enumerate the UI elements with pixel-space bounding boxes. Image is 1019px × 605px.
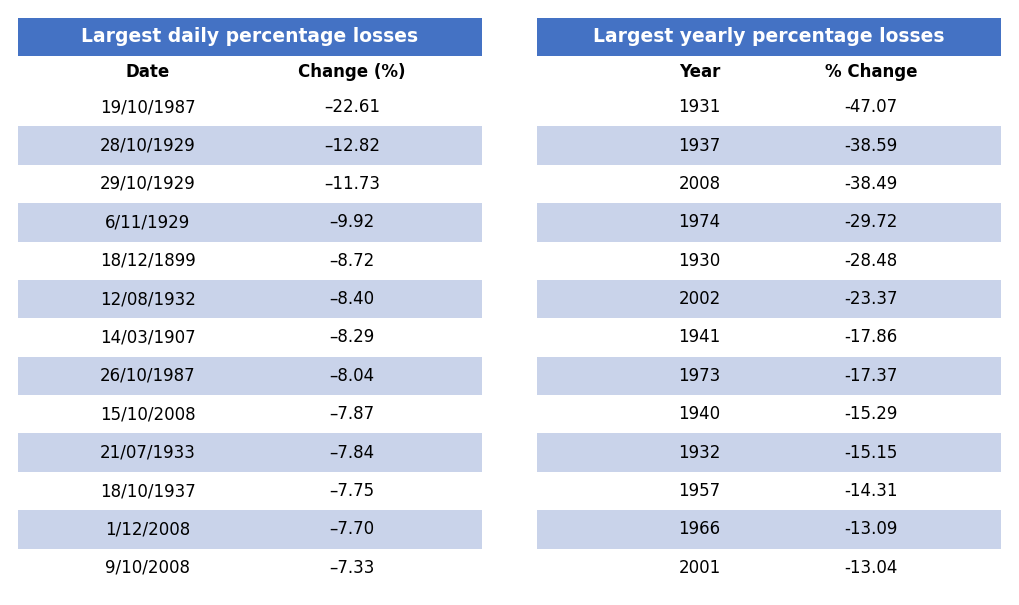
Text: –7.87: –7.87 — [329, 405, 375, 424]
Bar — [18, 280, 482, 318]
Text: 2008: 2008 — [679, 175, 720, 193]
Text: -23.37: -23.37 — [845, 290, 898, 308]
Text: 28/10/1929: 28/10/1929 — [100, 137, 196, 154]
Bar — [18, 88, 482, 126]
Text: Year: Year — [679, 63, 720, 81]
Text: 1974: 1974 — [679, 214, 720, 231]
Text: 18/12/1899: 18/12/1899 — [100, 252, 196, 270]
Text: -17.37: -17.37 — [845, 367, 898, 385]
Text: -14.31: -14.31 — [845, 482, 898, 500]
Bar — [18, 549, 482, 587]
Text: 2001: 2001 — [679, 559, 720, 577]
Bar — [18, 472, 482, 510]
Text: –11.73: –11.73 — [324, 175, 380, 193]
Bar — [537, 280, 1001, 318]
Bar — [18, 165, 482, 203]
Bar — [537, 18, 1001, 56]
Bar — [537, 203, 1001, 241]
Text: –7.33: –7.33 — [329, 559, 375, 577]
Text: –7.70: –7.70 — [329, 520, 375, 538]
Text: 1/12/2008: 1/12/2008 — [105, 520, 191, 538]
Text: 1940: 1940 — [679, 405, 720, 424]
Text: –8.72: –8.72 — [329, 252, 375, 270]
Text: -38.59: -38.59 — [845, 137, 898, 154]
Text: 1937: 1937 — [679, 137, 720, 154]
Bar — [18, 357, 482, 395]
Text: 26/10/1987: 26/10/1987 — [100, 367, 196, 385]
Text: -13.04: -13.04 — [845, 559, 898, 577]
Bar — [537, 241, 1001, 280]
Text: 1931: 1931 — [679, 98, 720, 116]
Bar — [18, 318, 482, 357]
Text: -15.29: -15.29 — [845, 405, 898, 424]
Bar — [18, 56, 482, 88]
Text: 9/10/2008: 9/10/2008 — [105, 559, 191, 577]
Text: 1930: 1930 — [679, 252, 720, 270]
Text: –8.04: –8.04 — [329, 367, 375, 385]
Bar — [18, 241, 482, 280]
Text: Largest daily percentage losses: Largest daily percentage losses — [82, 27, 419, 47]
Text: -28.48: -28.48 — [845, 252, 898, 270]
Bar — [18, 126, 482, 165]
Text: 1957: 1957 — [679, 482, 720, 500]
Text: -38.49: -38.49 — [845, 175, 898, 193]
Text: % Change: % Change — [824, 63, 917, 81]
Text: Change (%): Change (%) — [299, 63, 406, 81]
Text: 18/10/1937: 18/10/1937 — [100, 482, 196, 500]
Bar — [18, 18, 482, 56]
Bar — [18, 203, 482, 241]
Text: 15/10/2008: 15/10/2008 — [100, 405, 196, 424]
Text: 12/08/1932: 12/08/1932 — [100, 290, 196, 308]
Text: 1941: 1941 — [679, 329, 720, 347]
Text: 19/10/1987: 19/10/1987 — [100, 98, 196, 116]
Text: 1973: 1973 — [679, 367, 720, 385]
Text: –12.82: –12.82 — [324, 137, 380, 154]
Bar — [537, 433, 1001, 472]
Text: 2002: 2002 — [679, 290, 720, 308]
Text: -47.07: -47.07 — [845, 98, 898, 116]
Text: 1966: 1966 — [679, 520, 720, 538]
Bar — [537, 318, 1001, 357]
Text: 6/11/1929: 6/11/1929 — [105, 214, 191, 231]
Bar — [18, 395, 482, 433]
Text: -29.72: -29.72 — [845, 214, 898, 231]
Text: 29/10/1929: 29/10/1929 — [100, 175, 196, 193]
Bar — [537, 549, 1001, 587]
Text: 21/07/1933: 21/07/1933 — [100, 443, 196, 462]
Text: –7.75: –7.75 — [329, 482, 375, 500]
Text: 14/03/1907: 14/03/1907 — [100, 329, 196, 347]
Text: -13.09: -13.09 — [845, 520, 898, 538]
Text: -17.86: -17.86 — [845, 329, 898, 347]
Bar — [537, 510, 1001, 549]
Text: –8.29: –8.29 — [329, 329, 375, 347]
Bar — [537, 88, 1001, 126]
Text: –22.61: –22.61 — [324, 98, 380, 116]
Bar — [537, 395, 1001, 433]
Text: 1932: 1932 — [679, 443, 720, 462]
Text: Largest yearly percentage losses: Largest yearly percentage losses — [593, 27, 945, 47]
Bar — [537, 126, 1001, 165]
Text: Date: Date — [125, 63, 170, 81]
Text: -15.15: -15.15 — [845, 443, 898, 462]
Bar — [18, 433, 482, 472]
Text: –7.84: –7.84 — [329, 443, 375, 462]
Text: –9.92: –9.92 — [329, 214, 375, 231]
Bar — [537, 165, 1001, 203]
Bar — [18, 510, 482, 549]
Bar — [537, 357, 1001, 395]
Text: –8.40: –8.40 — [329, 290, 375, 308]
Bar — [537, 472, 1001, 510]
Bar — [537, 56, 1001, 88]
